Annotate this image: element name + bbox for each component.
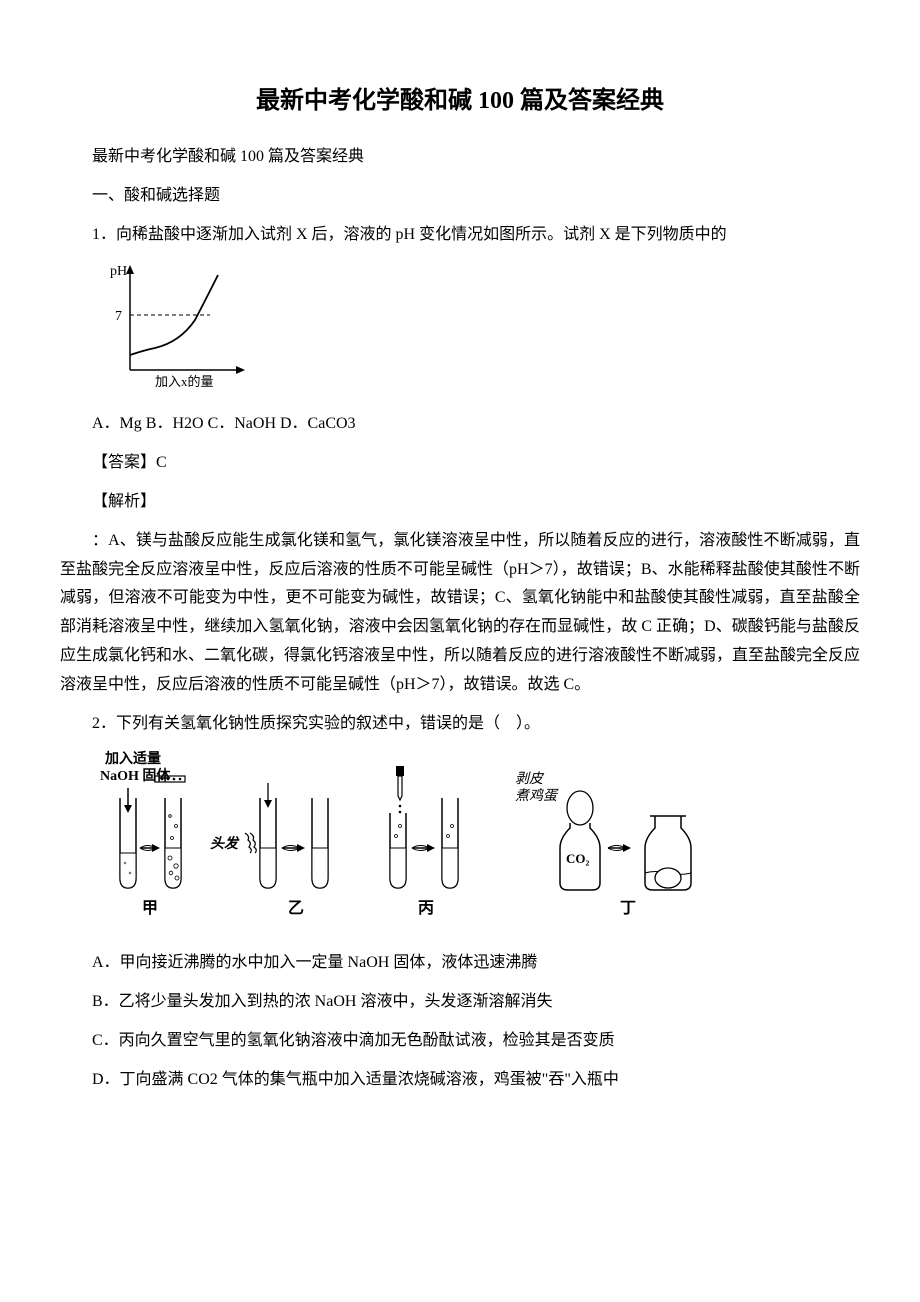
section-heading: 一、酸和碱选择题 xyxy=(60,182,860,211)
label-egg1: 剥皮 xyxy=(515,771,545,787)
label-ding: 丁 xyxy=(620,900,636,917)
label-egg2: 煮鸡蛋 xyxy=(515,788,559,804)
q2-option-a: A．甲向接近沸腾的水中加入一定量 NaOH 固体，液体迅速沸腾 xyxy=(60,949,860,978)
label-bing: 丙 xyxy=(418,899,434,917)
q2-option-c: C．丙向久置空气里的氢氧化钠溶液中滴加无色酚酞试液，检验其是否变质 xyxy=(60,1027,860,1056)
label-hair: 头发 xyxy=(210,835,240,852)
y-axis-label: pH xyxy=(110,264,127,279)
label-top-left: 加入适量 xyxy=(104,750,161,767)
q1-analysis: ：A、镁与盐酸反应能生成氯化镁和氢气，氯化镁溶液呈中性，所以随着反应的进行，溶液… xyxy=(60,527,860,700)
q1-graph: pH 7 加入x的量 xyxy=(100,260,860,401)
subtitle-text: 最新中考化学酸和碱 100 篇及答案经典 xyxy=(60,143,860,172)
dashed-7-label: 7 xyxy=(115,309,122,324)
q1-prompt: 1．向稀盐酸中逐渐加入试剂 X 后，溶液的 pH 变化情况如图所示。试剂 X 是… xyxy=(60,221,860,250)
q1-options: A．Mg B．H2O C．NaOH D．CaCO3 xyxy=(60,410,860,439)
label-yi: 乙 xyxy=(288,900,304,917)
q1-answer: 【答案】C xyxy=(60,449,860,478)
label-co2: CO₂ xyxy=(566,851,590,866)
q2-diagram: 加入适量 NaOH 固体 甲 头发 xyxy=(100,748,860,939)
q2-option-d: D．丁向盛满 CO2 气体的集气瓶中加入适量浓烧碱溶液，鸡蛋被"吞"入瓶中 xyxy=(60,1066,860,1095)
x-axis-label: 加入x的量 xyxy=(155,374,214,389)
q2-option-b: B．乙将少量头发加入到热的浓 NaOH 溶液中，头发逐渐溶解消失 xyxy=(60,988,860,1017)
label-jia: 甲 xyxy=(142,899,158,917)
q1-analysis-label: 【解析】 xyxy=(60,488,860,517)
page-title: 最新中考化学酸和碱 100 篇及答案经典 xyxy=(60,80,860,123)
q2-prompt: 2．下列有关氢氧化钠性质探究实验的叙述中，错误的是（ ）。 xyxy=(60,710,860,739)
